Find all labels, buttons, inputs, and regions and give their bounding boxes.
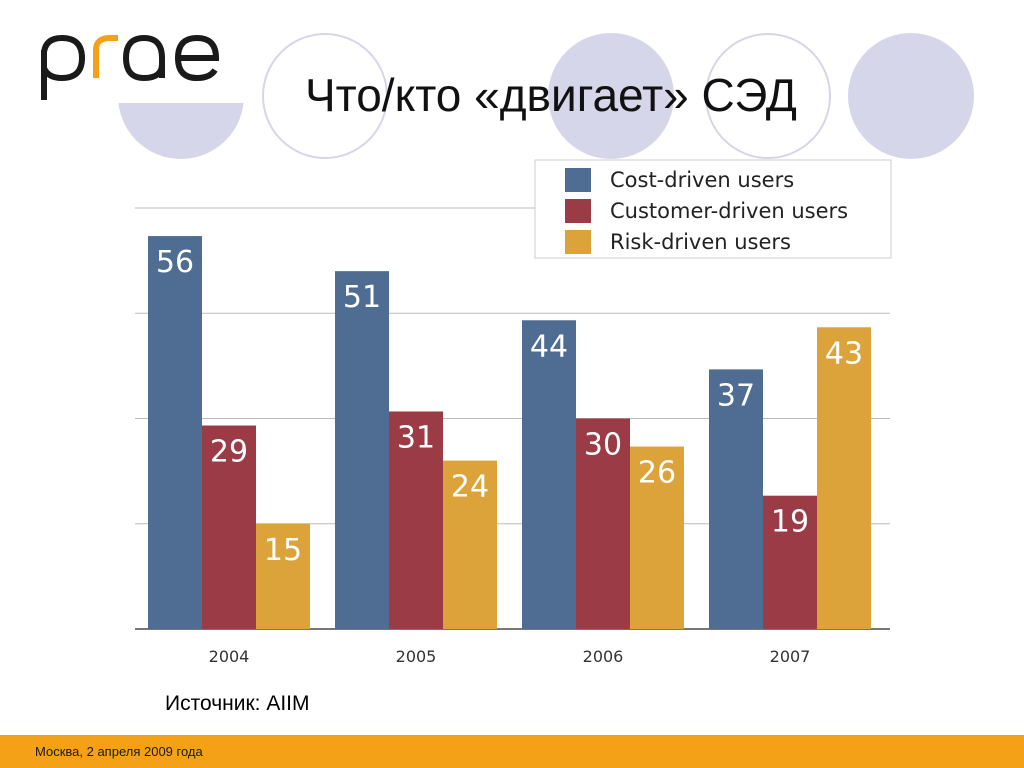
bar-2007-1: [709, 369, 763, 629]
data-label: 44: [530, 329, 568, 364]
legend-swatch: [565, 230, 591, 254]
footer-text: Москва, 2 апреля 2009 года: [35, 744, 203, 759]
decor-circle-3: [548, 33, 674, 159]
bar-2005-1: [335, 271, 389, 629]
data-label: 26: [638, 456, 676, 491]
decor-circle-2: [262, 33, 388, 159]
data-label: 37: [717, 378, 755, 413]
data-label: 43: [825, 336, 863, 371]
legend-label: Risk-driven users: [610, 230, 791, 254]
bar-2005-3: [443, 460, 497, 629]
legend-label: Customer-driven users: [610, 199, 848, 223]
decor-circle-4: [705, 33, 831, 159]
x-tick-label: 2005: [396, 647, 437, 666]
source-note: Источник: AIIM: [165, 692, 310, 715]
footer-bar: Москва, 2 апреля 2009 года: [0, 735, 1024, 768]
data-label: 15: [264, 533, 302, 568]
chart-x-ticks: 2004 2005 2006 2007: [209, 647, 811, 666]
bar-2007-3: [817, 327, 871, 629]
x-tick-label: 2006: [583, 647, 624, 666]
legend-swatch: [565, 199, 591, 223]
legend-swatch: [565, 168, 591, 192]
bar-2006-1: [522, 320, 576, 629]
bar-2006-3: [630, 446, 684, 629]
bar-2005-2: [389, 411, 443, 629]
bar-2004-3: [256, 523, 310, 629]
data-label: 56: [156, 245, 194, 280]
chart-legend: Cost-driven users Customer-driven users Ri…: [534, 159, 892, 259]
data-label: 51: [343, 280, 381, 315]
legend-box: [534, 159, 892, 259]
data-label: 31: [397, 420, 435, 455]
prae-logo: [38, 28, 253, 103]
data-label: 29: [210, 435, 248, 470]
bar-2004-1: [148, 236, 202, 630]
x-tick-label: 2004: [209, 647, 250, 666]
legend-label: Cost-driven users: [610, 168, 794, 192]
slide-title: Что/кто «двигает» СЭД: [305, 69, 797, 121]
bar-2004-2: [202, 425, 256, 629]
data-label: 19: [771, 505, 809, 540]
bar-2006-2: [576, 418, 630, 629]
chart-bars: 56 29 15 51 31 24 44 30 26 37 19 43: [148, 236, 871, 630]
data-label: 30: [584, 428, 622, 463]
x-tick-label: 2007: [770, 647, 811, 666]
data-label: 24: [451, 470, 489, 505]
bar-2007-2: [763, 495, 817, 629]
decor-circle-5: [848, 33, 974, 159]
